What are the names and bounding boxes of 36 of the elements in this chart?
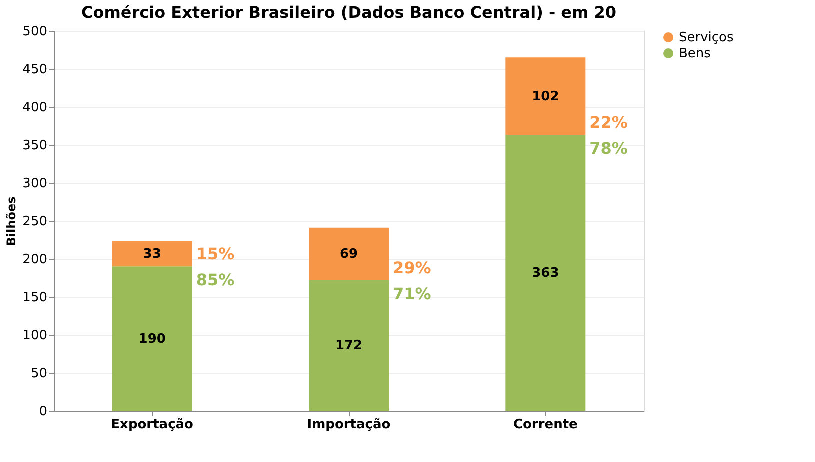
y-tick-label: 300 xyxy=(22,176,48,192)
bar xyxy=(506,135,586,411)
bar xyxy=(309,280,389,411)
x-tick-label: Corrente xyxy=(513,418,578,432)
annotation: 78% xyxy=(590,139,628,158)
annotation: 15% xyxy=(196,244,235,264)
data-label: 33 xyxy=(143,247,162,262)
x-tick-label: Exportação xyxy=(111,418,194,432)
y-axis-title: Bilhões xyxy=(4,196,19,246)
annotation: 22% xyxy=(590,113,628,132)
bar xyxy=(309,228,389,280)
data-label: 102 xyxy=(532,89,560,104)
y-tick-label: 400 xyxy=(22,100,48,116)
y-tick-label: 350 xyxy=(22,138,48,154)
y-tick-label: 200 xyxy=(22,252,48,268)
data-label: 363 xyxy=(532,266,560,282)
chart-title: Comércio Exterior Brasileiro (Dados Banco Central) - em 20 xyxy=(81,3,617,22)
y-tick-label: 0 xyxy=(39,404,48,420)
legend-label: Serviços xyxy=(679,30,734,46)
bar xyxy=(112,266,192,411)
bar xyxy=(506,58,586,136)
data-label: 190 xyxy=(138,332,166,347)
y-tick-label: 100 xyxy=(22,328,48,344)
y-tick-label: 150 xyxy=(22,290,48,306)
bar xyxy=(112,242,192,267)
data-label: 69 xyxy=(340,247,358,262)
annotation: 29% xyxy=(393,258,432,278)
y-tick-label: 500 xyxy=(22,24,48,40)
y-tick-label: 250 xyxy=(22,214,48,230)
y-tick-label: 450 xyxy=(22,62,48,78)
annotation: 71% xyxy=(393,284,432,304)
x-tick-label: Importação xyxy=(307,418,391,432)
data-label: 172 xyxy=(335,338,363,354)
annotation: 85% xyxy=(196,270,235,290)
y-tick-label: 50 xyxy=(30,366,48,382)
legend-label: Bens xyxy=(679,46,712,62)
